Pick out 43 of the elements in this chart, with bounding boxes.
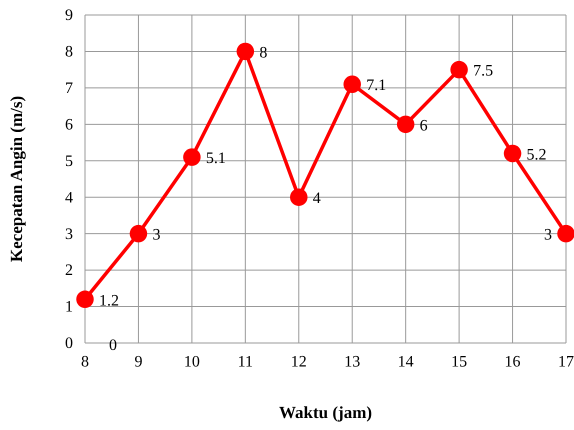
data-label: 5.2 — [526, 146, 547, 164]
data-label: 6 — [420, 117, 428, 134]
x-axis-title: Waktu (jam) — [278, 403, 372, 422]
y-tick-label: 0 — [65, 335, 73, 352]
x-tick-label: 14 — [398, 353, 414, 370]
y-axis-title: Kecepatan Angin (m/s) — [7, 96, 26, 262]
point — [450, 60, 468, 78]
point — [557, 224, 574, 242]
point — [236, 42, 254, 60]
x-tick-label: 16 — [504, 353, 521, 370]
y-tick-label: 8 — [65, 44, 73, 61]
data-label: 3 — [544, 226, 552, 244]
y-tick-label: 1 — [65, 298, 73, 316]
y-tick-label: 7 — [65, 80, 73, 98]
data-label: 4 — [312, 190, 321, 208]
data-label: 7.1 — [366, 77, 386, 94]
x-tick-label: 17 — [558, 353, 574, 370]
point — [290, 188, 308, 206]
x-tick-label: 11 — [238, 353, 254, 370]
y-tick-label: 5 — [65, 152, 73, 170]
data-label: 8 — [259, 44, 268, 62]
point — [343, 76, 361, 93]
data-label: 7.5 — [473, 62, 494, 80]
x-tick-label: 13 — [344, 353, 360, 370]
data-label: 1.2 — [99, 292, 119, 310]
x-tick-label: 9 — [134, 353, 142, 370]
y-tick-label: 9 — [65, 7, 73, 24]
x-tick-label: 12 — [290, 353, 307, 370]
y-tick-label: 2 — [65, 262, 73, 280]
point — [396, 116, 414, 134]
y-tick-label: 3 — [65, 226, 73, 243]
data-label: 5.1 — [206, 150, 226, 168]
x-tick-label: 10 — [184, 353, 200, 370]
point — [183, 148, 201, 166]
x-tick-label: 8 — [81, 353, 89, 370]
x-tick-label: 15 — [451, 353, 468, 370]
point — [76, 290, 94, 308]
y-tick-label: 4 — [65, 189, 73, 206]
point — [130, 224, 148, 242]
point — [504, 144, 522, 162]
data-label: 3 — [152, 226, 160, 244]
y-tick-label: 6 — [65, 116, 73, 134]
annotation: 0 — [109, 337, 117, 354]
